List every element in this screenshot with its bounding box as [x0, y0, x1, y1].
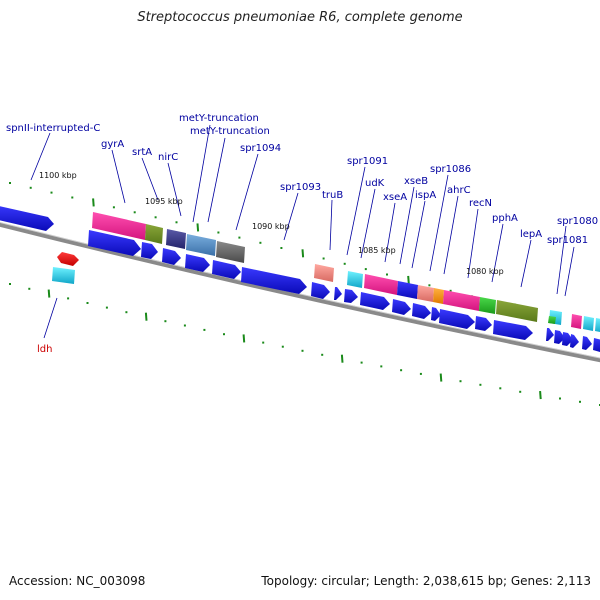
major-tick — [242, 334, 246, 343]
gene-label-spr1080[interactable]: spr1080 — [557, 216, 598, 227]
cds-feature[interactable] — [546, 328, 554, 341]
gene-label-lepA[interactable]: lepA — [520, 229, 542, 240]
cds-feature[interactable] — [595, 318, 600, 333]
cds-feature[interactable] — [431, 307, 441, 321]
gene-label-xseB[interactable]: xseB — [404, 176, 428, 187]
genome-backbone — [0, 222, 600, 363]
cds-feature[interactable] — [554, 330, 565, 344]
gene-label-spr1091[interactable]: spr1091 — [347, 156, 388, 167]
gene-label-spr1094[interactable]: spr1094 — [240, 143, 281, 154]
gene-label-ahrC[interactable]: ahrC — [447, 185, 471, 196]
cds-feature[interactable] — [141, 242, 158, 259]
gene-label-nirC[interactable]: nirC — [158, 152, 178, 163]
cds-feature[interactable] — [311, 282, 330, 299]
cds-feature[interactable] — [185, 254, 210, 272]
gene-label-recN[interactable]: recN — [469, 198, 492, 209]
gene-label-truB[interactable]: truB — [322, 190, 343, 201]
major-tick — [340, 354, 344, 363]
cds-feature[interactable] — [162, 248, 181, 265]
major-tick — [539, 391, 542, 400]
cds-feature[interactable] — [593, 338, 600, 352]
gene-label-ispA[interactable]: ispA — [415, 190, 436, 201]
major-tick — [301, 249, 305, 258]
cds-feature-srtA[interactable] — [145, 224, 163, 244]
gene-label-metY-truncation-2[interactable]: metY-truncation — [190, 126, 270, 137]
cds-feature[interactable] — [570, 334, 579, 348]
scale-label: 1095 kbp — [145, 197, 183, 206]
cds-feature[interactable] — [88, 230, 141, 256]
cds-feature[interactable] — [562, 332, 573, 346]
label-leader-lines — [30, 124, 575, 339]
gene-label-metY-truncation-1[interactable]: metY-truncation — [179, 113, 259, 124]
gene-label-srtA[interactable]: srtA — [132, 147, 152, 158]
scale-label: 1085 kbp — [358, 246, 396, 255]
gene-label-spr1081[interactable]: spr1081 — [547, 235, 588, 246]
major-tick — [144, 312, 148, 321]
gene-label-gyrA[interactable]: gyrA — [101, 139, 124, 150]
cds-feature[interactable] — [571, 314, 582, 329]
gene-label-spr1093[interactable]: spr1093 — [280, 182, 321, 193]
cds-feature[interactable] — [582, 336, 592, 350]
scale-label: 1100 kbp — [39, 171, 77, 180]
cds-feature[interactable] — [439, 309, 475, 329]
major-tick — [407, 275, 410, 284]
cds-feature-ispA[interactable] — [417, 285, 434, 302]
genome-summary-text: Topology: circular; Length: 2,038,615 bp… — [261, 574, 591, 588]
gene-label-xseA[interactable]: xseA — [383, 192, 407, 203]
cds-feature-xseA[interactable] — [364, 274, 398, 295]
cds-feature-spr1094[interactable] — [216, 241, 245, 263]
cds-feature[interactable] — [344, 289, 358, 303]
inner-tick-row — [9, 283, 600, 406]
cds-feature[interactable] — [52, 267, 75, 284]
cds-feature-udK[interactable] — [347, 271, 363, 288]
cds-feature[interactable] — [493, 320, 533, 340]
gene-label-udK[interactable]: udK — [365, 178, 385, 189]
cds-feature[interactable] — [0, 204, 54, 231]
major-tick — [92, 198, 95, 207]
gene-label-ldh[interactable]: ldh — [37, 344, 52, 355]
cds-feature[interactable] — [548, 316, 556, 324]
cds-feature-pphA[interactable] — [496, 300, 538, 322]
cds-feature[interactable] — [360, 292, 390, 310]
cds-feature-xseB[interactable] — [397, 281, 418, 299]
cds-feature[interactable] — [412, 303, 431, 319]
reverse-strand-features — [88, 230, 600, 352]
cds-feature[interactable] — [583, 316, 594, 331]
cds-feature-ahrC[interactable] — [443, 290, 480, 311]
scale-label: 1080 kbp — [466, 267, 504, 276]
cds-feature-truB[interactable] — [314, 264, 334, 282]
scale-labels: 1100 kbp 1095 kbp 1090 kbp 1085 kbp 1080… — [39, 171, 504, 276]
genome-backbone-highlight — [0, 221, 600, 359]
cds-feature-metY[interactable] — [186, 234, 216, 256]
rna-feature-ldh[interactable] — [57, 252, 79, 266]
major-tick — [196, 223, 200, 232]
cds-feature[interactable] — [475, 316, 492, 331]
forward-strand-features — [0, 204, 600, 333]
cds-feature[interactable] — [392, 299, 411, 315]
scale-label: 1090 kbp — [252, 222, 290, 231]
cds-feature[interactable] — [334, 287, 342, 300]
gene-label-spnII[interactable]: spnII-interrupted-C — [6, 123, 100, 134]
major-tick — [47, 289, 51, 298]
cds-feature-ispA-2[interactable] — [433, 288, 444, 304]
gene-label-spr1086[interactable]: spr1086 — [430, 164, 471, 175]
map-title: Streptococcus pneumoniae R6, complete ge… — [137, 10, 463, 25]
gene-label-pphA[interactable]: pphA — [492, 213, 518, 224]
cds-feature-gyrA[interactable] — [92, 212, 146, 240]
cds-feature[interactable] — [241, 267, 307, 294]
cds-feature[interactable] — [212, 260, 241, 279]
gene-labels: spnII-interrupted-C gyrA srtA nirC metY-… — [6, 113, 598, 355]
major-tick — [439, 373, 443, 382]
cds-feature-nirC[interactable] — [166, 229, 186, 249]
accession-text: Accession: NC_003098 — [9, 574, 146, 588]
cds-feature-recN[interactable] — [479, 297, 496, 314]
